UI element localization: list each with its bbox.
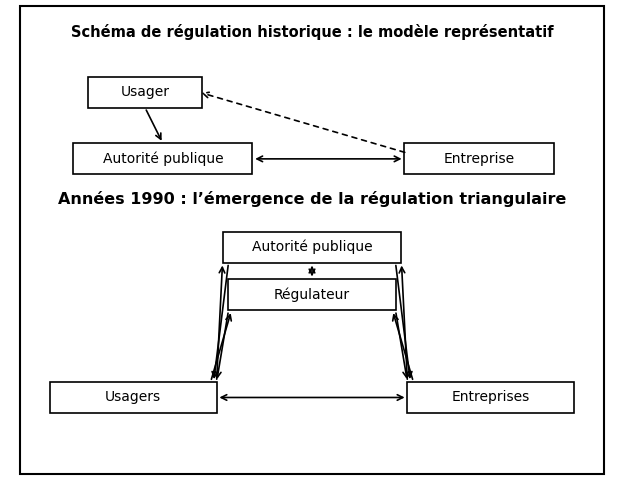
Bar xyxy=(89,76,202,108)
Text: Usagers: Usagers xyxy=(105,391,161,405)
Text: Usager: Usager xyxy=(120,85,170,99)
Text: Entreprises: Entreprises xyxy=(452,391,530,405)
Text: Schéma de régulation historique : le modèle représentatif: Schéma de régulation historique : le mod… xyxy=(71,24,553,40)
Text: Autorité publique: Autorité publique xyxy=(251,240,373,254)
Bar xyxy=(49,382,217,413)
Bar xyxy=(228,279,396,311)
Bar xyxy=(407,382,575,413)
Bar xyxy=(404,144,553,174)
Text: Autorité publique: Autorité publique xyxy=(102,152,223,166)
Text: Entreprise: Entreprise xyxy=(444,152,515,166)
Text: Régulateur: Régulateur xyxy=(274,288,350,302)
Text: Années 1990 : l’émergence de la régulation triangulaire: Années 1990 : l’émergence de la régulati… xyxy=(58,192,566,207)
Bar xyxy=(74,144,252,174)
Bar xyxy=(223,232,401,263)
